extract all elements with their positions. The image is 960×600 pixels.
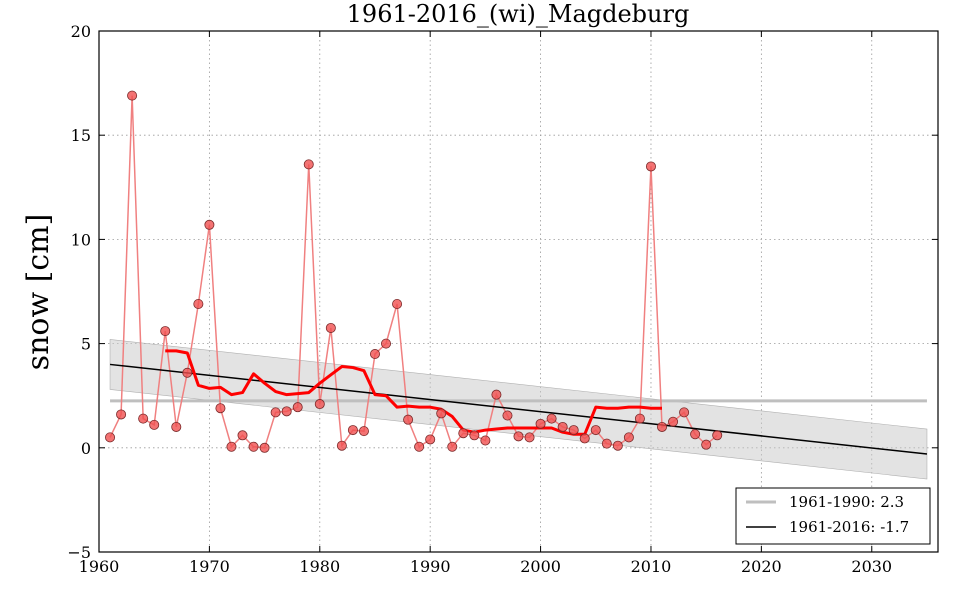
y-tick-label: 20	[71, 22, 91, 41]
data-point	[347, 425, 358, 436]
x-tick-label: 1960	[79, 557, 120, 576]
data-point	[612, 440, 623, 451]
data-point	[601, 438, 612, 449]
data-point	[182, 367, 193, 378]
data-point	[535, 418, 546, 429]
grid	[99, 31, 938, 552]
data-point	[215, 403, 226, 414]
plot-area	[105, 90, 928, 480]
data-point	[590, 425, 601, 436]
data-point	[127, 90, 138, 101]
data-point	[657, 421, 668, 432]
data-point	[303, 159, 314, 170]
x-tick-label: 2020	[741, 557, 782, 576]
data-point	[259, 442, 270, 453]
y-tick-label: 5	[81, 335, 91, 354]
data-point	[193, 299, 204, 310]
data-point	[369, 349, 380, 360]
data-point	[116, 409, 127, 420]
running-mean-line	[165, 349, 663, 436]
data-point	[568, 425, 579, 436]
legend-label-baseline: 1961-1990: 2.3	[789, 493, 904, 511]
data-point	[292, 402, 303, 413]
data-point	[358, 426, 369, 437]
data-point	[436, 408, 447, 419]
axis-ticks: 1960 1970 1980 1990 2000 2010 2020 2030 −5 0 5 10 15…	[67, 22, 938, 576]
data-point	[557, 421, 568, 432]
y-tick-label: 0	[81, 439, 91, 458]
data-point	[502, 410, 513, 421]
data-point	[634, 413, 645, 424]
data-point	[668, 416, 679, 427]
x-tick-label: 1990	[410, 557, 451, 576]
data-point	[149, 419, 160, 430]
data-point	[690, 429, 701, 440]
x-tick-label: 2010	[631, 557, 672, 576]
data-point	[458, 428, 469, 439]
data-point	[645, 161, 656, 172]
data-point	[160, 326, 171, 337]
data-point	[138, 413, 149, 424]
data-point	[204, 219, 215, 230]
legend: 1961-1990: 2.3 1961-2016: -1.7	[735, 487, 931, 545]
data-point	[381, 338, 392, 349]
data-point	[392, 299, 403, 310]
data-point	[414, 441, 425, 452]
legend-box	[735, 487, 931, 545]
data-point	[425, 434, 436, 445]
trend-line	[109, 363, 928, 455]
y-tick-label: −5	[67, 543, 91, 562]
legend-label-trend: 1961-2016: -1.7	[789, 518, 909, 536]
chart-title: 1961-2016_(wi)_Magdeburg	[347, 0, 690, 28]
data-point	[403, 414, 414, 425]
y-tick-label: 15	[71, 126, 91, 145]
data-point	[171, 421, 182, 432]
data-point	[491, 389, 502, 400]
data-point	[469, 430, 480, 441]
x-tick-label: 1980	[299, 557, 340, 576]
data-point	[237, 430, 248, 441]
plot-frame	[98, 30, 939, 553]
data-point	[314, 399, 325, 410]
y-axis-label: snow [cm]	[21, 214, 56, 371]
data-point	[248, 441, 259, 452]
data-point	[513, 431, 524, 442]
data-point	[105, 432, 116, 443]
x-tick-label: 1970	[189, 557, 230, 576]
data-point	[336, 440, 347, 451]
data-point	[325, 322, 336, 333]
data-point	[679, 407, 690, 418]
data-point	[524, 432, 535, 443]
x-tick-label: 2000	[520, 557, 561, 576]
data-point	[281, 406, 292, 417]
data-point	[712, 430, 723, 441]
data-point	[480, 435, 491, 446]
data-point	[546, 413, 557, 424]
y-tick-label: 10	[71, 230, 91, 249]
x-tick-label: 2030	[851, 557, 892, 576]
data-point	[701, 439, 712, 450]
data-point	[226, 441, 237, 452]
data-point	[623, 432, 634, 443]
data-point	[270, 407, 281, 418]
data-point	[579, 433, 590, 444]
data-point	[447, 441, 458, 452]
